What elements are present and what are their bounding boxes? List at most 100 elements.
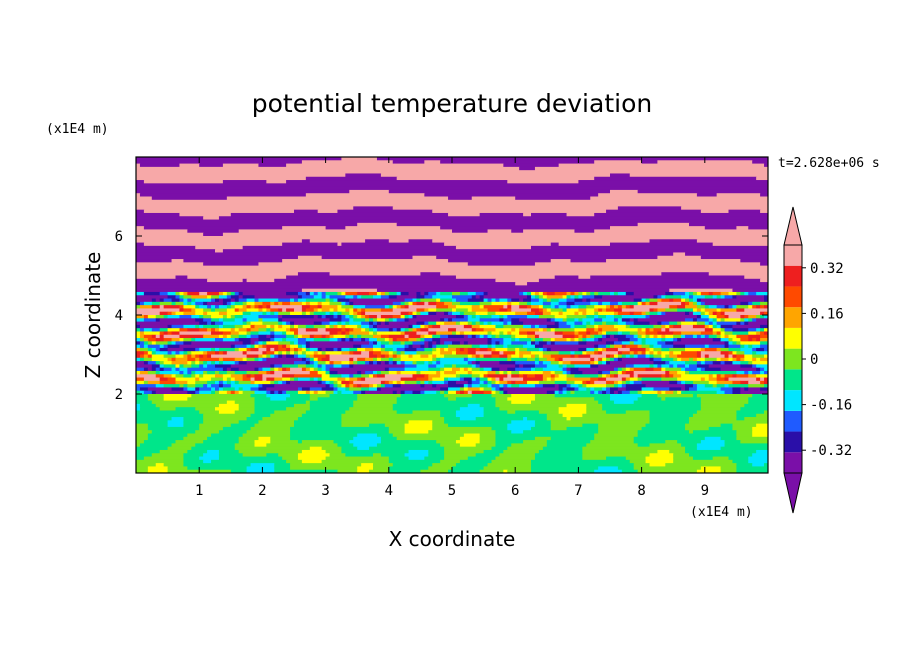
heatmap-cell xyxy=(523,430,599,435)
heatmap-cell xyxy=(681,367,686,372)
heatmap-cell xyxy=(507,426,532,431)
heatmap-cell xyxy=(692,291,698,296)
heatmap-cell xyxy=(728,305,734,310)
heatmap-cell xyxy=(598,324,615,329)
colorbar-segment xyxy=(784,286,802,308)
heatmap-cell xyxy=(463,341,469,346)
heatmap-cell xyxy=(487,291,520,296)
heatmap-cell xyxy=(388,459,441,464)
heatmap-cell xyxy=(708,354,726,359)
heatmap-cell xyxy=(167,315,181,319)
heatmap-cell xyxy=(586,305,595,310)
heatmap-cell xyxy=(736,357,741,362)
heatmap-cell xyxy=(566,384,572,389)
heatmap-cell xyxy=(519,351,532,356)
heatmap-cell xyxy=(610,291,615,296)
heatmap-cell xyxy=(278,341,291,346)
heatmap-cell xyxy=(720,446,768,451)
heatmap-cell xyxy=(136,328,141,333)
heatmap-cell xyxy=(677,377,702,382)
heatmap-cell xyxy=(357,222,398,227)
heatmap-cell xyxy=(724,440,741,444)
heatmap-cell xyxy=(230,298,236,303)
heatmap-cell xyxy=(542,384,556,389)
heatmap-cell xyxy=(712,311,718,316)
heatmap-cell xyxy=(384,384,394,389)
heatmap-cell xyxy=(143,380,149,385)
heatmap-cell xyxy=(440,459,461,464)
heatmap-cell xyxy=(274,311,279,316)
heatmap-cell xyxy=(625,324,631,329)
heatmap-cell xyxy=(376,331,402,336)
heatmap-cell xyxy=(376,443,441,448)
heatmap-cell xyxy=(203,334,220,339)
heatmap-cell xyxy=(143,357,153,362)
heatmap-cell xyxy=(175,367,181,372)
heatmap-cell xyxy=(400,394,445,398)
heatmap-cell xyxy=(139,193,307,198)
heatmap-cell xyxy=(136,255,299,260)
heatmap-cell xyxy=(503,469,508,473)
heatmap-cell xyxy=(602,374,607,379)
heatmap-cell xyxy=(452,295,473,300)
heatmap-cell xyxy=(325,347,335,352)
heatmap-cell xyxy=(242,291,287,296)
heatmap-cell xyxy=(459,374,473,379)
heatmap-cell xyxy=(744,351,753,356)
heatmap-cell xyxy=(242,324,252,329)
heatmap-cell xyxy=(574,364,591,369)
heatmap-cell xyxy=(218,295,228,300)
heatmap-cell xyxy=(313,361,319,365)
heatmap-cell xyxy=(728,344,741,349)
heatmap-cell xyxy=(578,331,587,336)
heatmap-cell xyxy=(566,321,576,326)
heatmap-cell xyxy=(499,298,508,303)
colorbar-segment xyxy=(784,245,802,266)
heatmap-cell xyxy=(215,387,220,392)
heatmap-cell xyxy=(163,384,181,389)
heatmap-cell xyxy=(258,341,263,346)
heatmap-cell xyxy=(432,380,445,385)
heatmap-cell xyxy=(479,354,485,359)
heatmap-cell xyxy=(499,318,504,323)
heatmap-cell xyxy=(416,361,425,365)
heatmap-cell xyxy=(448,344,473,349)
heatmap-cell xyxy=(448,377,461,382)
heatmap-cell xyxy=(211,331,224,336)
heatmap-cell xyxy=(246,430,291,435)
heatmap-cell xyxy=(708,311,714,316)
y-axis: 246 xyxy=(115,229,768,403)
heatmap-cell xyxy=(606,321,619,326)
heatmap-cell xyxy=(578,318,583,323)
heatmap-cell xyxy=(301,357,307,362)
heatmap-cell xyxy=(455,331,461,336)
heatmap-cell xyxy=(321,374,331,379)
heatmap-cell xyxy=(519,384,536,389)
heatmap-cell xyxy=(452,331,457,336)
heatmap-cell xyxy=(459,443,477,448)
heatmap-cell xyxy=(136,446,169,451)
heatmap-cell xyxy=(258,308,263,313)
heatmap-cell xyxy=(191,308,196,313)
heatmap-cell xyxy=(558,242,611,247)
heatmap-cell xyxy=(602,301,611,306)
heatmap-cell xyxy=(147,394,165,398)
heatmap-cell xyxy=(696,387,722,392)
heatmap-cell xyxy=(574,311,579,316)
heatmap-cell xyxy=(515,361,536,365)
heatmap-cell xyxy=(566,380,576,385)
heatmap-cell xyxy=(582,380,587,385)
heatmap-cell xyxy=(294,423,342,428)
heatmap-cell xyxy=(373,384,378,389)
heatmap-cell xyxy=(250,338,260,342)
heatmap-cell xyxy=(136,403,141,408)
heatmap-cell xyxy=(317,390,327,395)
heatmap-cell xyxy=(625,384,647,389)
heatmap-cell xyxy=(491,380,497,385)
heatmap-cell xyxy=(712,324,718,329)
heatmap-cell xyxy=(633,370,666,375)
heatmap-cell xyxy=(704,367,722,372)
heatmap-cell xyxy=(353,295,358,300)
heatmap-cell xyxy=(740,344,745,349)
heatmap-cell xyxy=(665,374,670,379)
